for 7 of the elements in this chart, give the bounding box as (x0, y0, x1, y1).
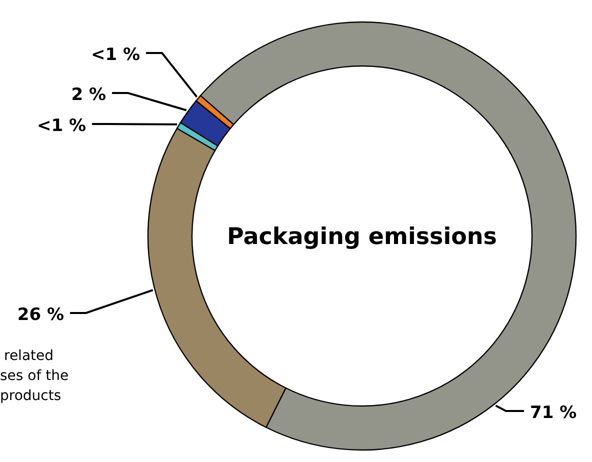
data-label: 26 % (17, 305, 64, 325)
text: related ses of the products (0, 348, 69, 404)
data-label: 2 % (71, 85, 106, 105)
data-label: <1 % (36, 116, 86, 136)
data-label: <1 % (90, 45, 140, 65)
text: Packaging emissions (227, 224, 497, 250)
data-label: 71 % (530, 403, 577, 423)
